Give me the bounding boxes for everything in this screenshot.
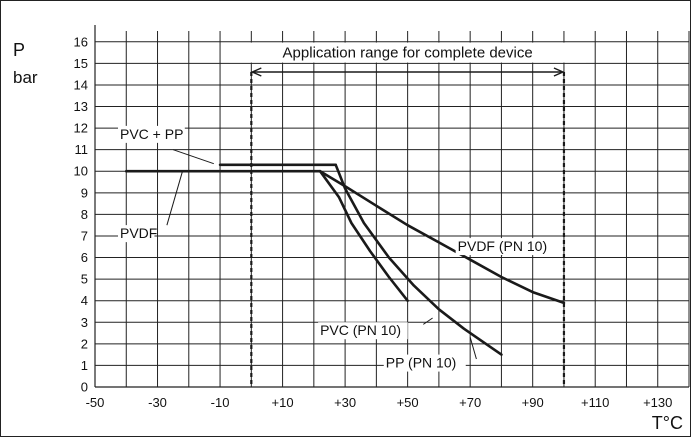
series-label-bg-pvc-pn-10	[318, 322, 408, 340]
title-background	[229, 42, 586, 63]
y-tick-label: 10	[74, 164, 88, 179]
y-tick-label: 9	[81, 185, 88, 200]
y-tick-label: 5	[81, 272, 88, 287]
y-tick-label: 8	[81, 207, 88, 222]
application-range: Application range for complete device	[229, 42, 586, 387]
series-label-pvc-pn-10: PVC (PN 10)	[320, 322, 401, 338]
series-lines	[125, 163, 566, 356]
y-axis-unit: bar	[13, 68, 38, 87]
series-label-bg-pvdf-pn-10	[455, 238, 553, 256]
y-tick-label: 1	[81, 358, 88, 373]
y-tick-label: 2	[81, 336, 88, 351]
x-tick-label: -10	[211, 395, 230, 410]
y-tick-label: 6	[81, 250, 88, 265]
y-tick-label: 4	[81, 293, 88, 308]
y-axis-label: P	[13, 40, 25, 60]
series-leader-pvc-pp	[173, 149, 214, 165]
range-arrow-left-head	[250, 67, 262, 77]
x-tick-label: +50	[397, 395, 419, 410]
y-tick-label: 16	[74, 34, 88, 49]
y-tick-label: 11	[75, 142, 89, 157]
x-tick-label: +130	[643, 395, 672, 410]
series-line-pvc-pn-10	[318, 169, 409, 303]
y-tick-label: 14	[74, 77, 88, 92]
grid	[94, 25, 690, 388]
series-label-pp-pn-10: PP (PN 10)	[386, 355, 457, 371]
x-tick-label: +90	[522, 395, 544, 410]
series-leader-pvdf	[166, 171, 183, 226]
x-tick-label: +110	[581, 395, 609, 410]
series-label-pvdf: PVDF	[120, 225, 157, 241]
y-tick-label: 13	[74, 99, 88, 114]
y-tick-label: 12	[74, 121, 88, 136]
series-label-bg-pvdf	[118, 225, 155, 243]
x-tick-label: -30	[148, 395, 167, 410]
series-line-pp-pn-10	[334, 163, 503, 356]
x-tick-label: +30	[334, 395, 356, 410]
chart-title: Application range for complete device	[283, 45, 533, 62]
series-label-pvdf-pn-10: PVDF (PN 10)	[458, 238, 547, 254]
y-tick-label: 0	[81, 380, 88, 395]
y-tick-label: 7	[81, 228, 88, 243]
x-tick-label: +70	[459, 395, 481, 410]
y-tick-label: 3	[81, 315, 88, 330]
x-axis-label: T°C	[652, 413, 683, 433]
series-leader-pvc-pn-10	[423, 317, 433, 325]
series-label-pvc-pp: PVC + PP	[120, 126, 183, 142]
x-tick-label: -50	[86, 395, 105, 410]
series-label-bg-pp-pn-10	[383, 354, 466, 372]
y-tick-label: 15	[74, 56, 88, 71]
series-label-bg-pvc-pp	[118, 125, 185, 143]
series-leader-pp-pn-10	[469, 337, 477, 360]
range-arrow-right-head	[553, 67, 565, 77]
series-labels: PVC + PP PVDF PVDF (PN 10) PVC (PN 10) PP (P…	[118, 125, 553, 372]
series-line-pvdf-pn-10	[318, 169, 566, 305]
x-tick-label: +10	[272, 395, 294, 410]
